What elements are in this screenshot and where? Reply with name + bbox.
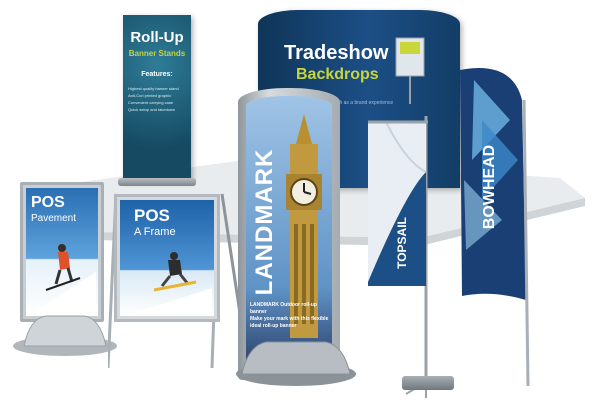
topsail-flag bbox=[368, 116, 438, 398]
brochure-rack bbox=[395, 37, 425, 104]
pos-pavement-subtitle: Pavement bbox=[31, 213, 77, 224]
rollup-feature-list: Highest quality banner stand Anti-Curl p… bbox=[128, 85, 188, 113]
pos-pavement-sign: POS Pavement bbox=[20, 182, 104, 322]
landmark-body-line: ideal roll-up banner bbox=[250, 323, 297, 329]
rollup-subtitle: Banner Stands bbox=[128, 49, 186, 58]
topsail-base bbox=[402, 376, 454, 390]
pos-pavement-title: POS bbox=[31, 194, 65, 211]
rollup-title: Roll-Up bbox=[130, 29, 184, 46]
bowhead-title: BOWHEAD bbox=[481, 144, 498, 230]
rollup-features-heading: Features: bbox=[141, 71, 173, 78]
rollup-feature: Convenient carrying case bbox=[128, 100, 174, 105]
landmark-base bbox=[236, 341, 356, 386]
landmark-body-line: LANDMARK Outdoor roll-up banner bbox=[250, 302, 317, 315]
tradeshow-subtitle: Backdrops bbox=[296, 66, 379, 83]
pos-aframe-subtitle: A Frame bbox=[134, 226, 176, 238]
pos-aframe-poster: POS A Frame bbox=[120, 200, 214, 316]
tradeshow-title: Tradeshow bbox=[284, 42, 389, 64]
rollup-feature: Highest quality banner stand bbox=[128, 86, 179, 91]
landmark-title: LANDMARK bbox=[251, 148, 278, 296]
rollup-feature: Quick setup and takedown bbox=[128, 107, 176, 112]
snowboarder-figure bbox=[132, 252, 212, 314]
rollup-base bbox=[118, 178, 196, 186]
pos-aframe-title: POS bbox=[134, 206, 170, 225]
tradeshow-body-text: Present your booth as a brand experience bbox=[300, 100, 394, 106]
pos-pavement-poster: POS Pavement bbox=[26, 188, 98, 316]
rollup-banner: Roll-Up Banner Stands Features: Highest … bbox=[123, 15, 191, 181]
landmark-body: LANDMARK Outdoor roll-up banner Make you… bbox=[250, 302, 330, 330]
landmark-body-line: Make your mark with this flexible bbox=[250, 316, 329, 322]
clock-tower bbox=[286, 114, 322, 338]
landmark-banner: LANDMARK LANDMARK Outdoor roll-up banner… bbox=[246, 96, 332, 370]
bowhead-flag bbox=[460, 68, 530, 387]
rollup-feature: Anti-Curl printed graphic bbox=[128, 93, 172, 98]
pos-aframe-sign: POS A Frame bbox=[114, 194, 220, 322]
topsail-title: TOPSAIL bbox=[395, 217, 409, 269]
skier-figure bbox=[34, 244, 96, 312]
pos-pavement-base bbox=[13, 315, 117, 356]
